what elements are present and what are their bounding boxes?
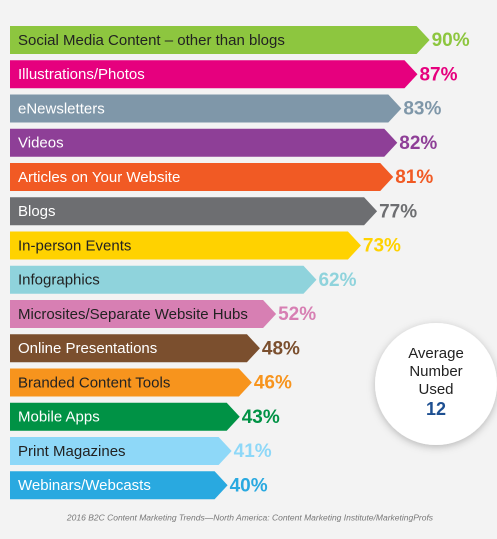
value-label: 62% [318, 270, 356, 291]
average-badge [375, 323, 497, 445]
bar [10, 231, 361, 260]
average-label: Average [408, 345, 464, 362]
value-label: 46% [254, 373, 292, 394]
category-label: Print Magazines [18, 443, 126, 460]
bar [10, 94, 402, 123]
category-label: Blogs [18, 203, 56, 220]
average-label: Used [418, 381, 453, 398]
bar [10, 197, 378, 226]
value-label: 83% [403, 99, 441, 120]
value-label: 43% [242, 407, 280, 428]
category-label: In-person Events [18, 237, 131, 254]
value-label: 73% [363, 236, 401, 257]
bar [10, 437, 232, 465]
category-label: Illustrations/Photos [18, 66, 145, 83]
category-label: Videos [18, 135, 64, 152]
value-label: 81% [395, 167, 433, 188]
value-label: 77% [379, 201, 417, 222]
value-label: 52% [278, 304, 316, 325]
category-label: Branded Content Tools [18, 374, 170, 391]
category-label: Infographics [18, 272, 100, 289]
value-label: 41% [234, 441, 272, 462]
value-label: 90% [432, 30, 470, 51]
value-label: 87% [419, 64, 457, 85]
category-label: eNewsletters [18, 100, 105, 117]
bar [10, 60, 418, 89]
value-label: 82% [399, 133, 437, 154]
source-note: 2016 B2C Content Marketing Trends—North … [66, 512, 434, 522]
category-label: Social Media Content – other than blogs [18, 32, 285, 49]
value-label: 48% [262, 338, 300, 359]
bar [10, 334, 260, 363]
average-label: Number [409, 363, 462, 380]
bar [10, 402, 240, 431]
bar [10, 26, 430, 54]
bar [10, 300, 277, 328]
category-label: Online Presentations [18, 340, 157, 357]
category-label: Webinars/Webcasts [18, 477, 151, 494]
bar [10, 265, 317, 294]
average-value: 12 [426, 399, 446, 419]
category-label: Articles on Your Website [18, 169, 180, 186]
bar [10, 163, 394, 191]
bar [10, 368, 252, 397]
category-label: Microsites/Separate Website Hubs [18, 306, 248, 323]
bar [10, 128, 398, 157]
bar [10, 471, 228, 500]
value-label: 40% [230, 475, 268, 496]
category-label: Mobile Apps [18, 409, 100, 426]
